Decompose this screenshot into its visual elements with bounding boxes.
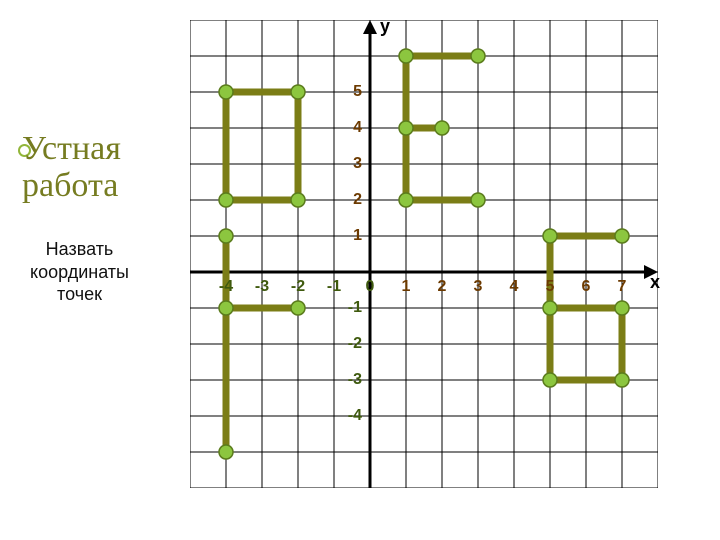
tick-label: 5 (546, 278, 555, 296)
tick-label: -2 (348, 335, 362, 353)
tick-label: 4 (510, 278, 519, 296)
tick-label: 1 (353, 227, 362, 245)
tick-label: 2 (438, 278, 447, 296)
x-axis-label: х (650, 272, 660, 293)
tick-label: 4 (353, 119, 362, 137)
tick-label: -2 (291, 278, 305, 296)
coordinate-grid: -4-3-2-10123456712345-1-2-3-4 у х (190, 20, 658, 488)
tick-label: -3 (348, 371, 362, 389)
tick-label: 0 (366, 278, 375, 296)
tick-label: 3 (353, 155, 362, 173)
title-line2: работа (22, 167, 118, 204)
subtitle-text: Назватькоординатыточек (30, 239, 129, 304)
tick-label: -4 (219, 278, 233, 296)
tick-label: 1 (402, 278, 411, 296)
grid-svg (190, 20, 658, 488)
tick-label: -1 (348, 299, 362, 317)
subtitle: Назватькоординатыточек (30, 238, 129, 306)
tick-label: 5 (353, 83, 362, 101)
title-line1: Устная (22, 130, 121, 167)
tick-label: 2 (353, 191, 362, 209)
tick-label: 6 (582, 278, 591, 296)
tick-label: -4 (348, 407, 362, 425)
page-title: Устная работа (22, 130, 121, 205)
tick-label: 3 (474, 278, 483, 296)
tick-label: 7 (618, 278, 627, 296)
y-axis-label: у (380, 16, 390, 37)
tick-label: -1 (327, 278, 341, 296)
tick-label: -3 (255, 278, 269, 296)
